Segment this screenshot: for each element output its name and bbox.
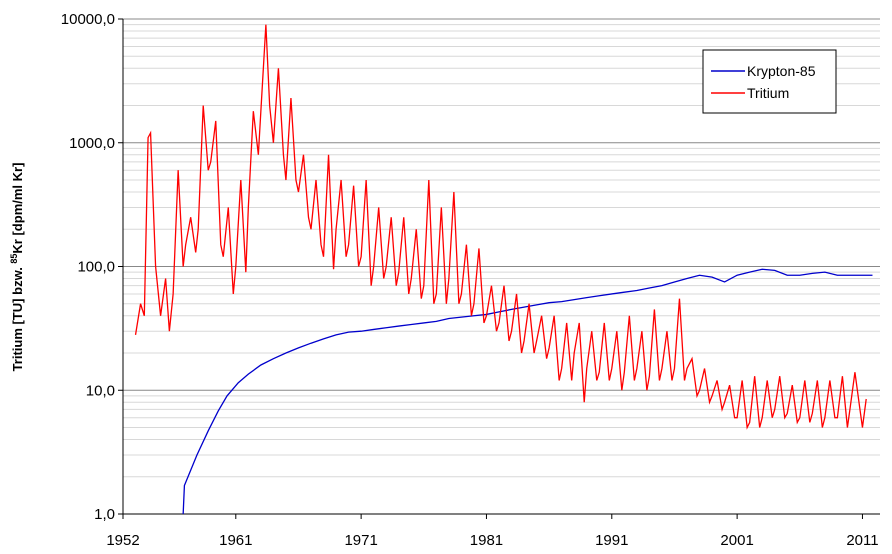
y-tick-label: 1000,0 [69,135,115,152]
y-title-part: Tritium [TU] bzw. [10,264,25,372]
legend-label: Krypton-85 [747,63,816,79]
series-line [182,268,873,515]
y-title-sup: 85 [9,254,19,264]
series-line [134,24,867,430]
x-tick-label: 1991 [595,532,628,549]
y-tick-label: 1,0 [94,506,115,523]
x-tick-label: 2011 [846,532,878,549]
x-tick-label: 2001 [720,532,753,549]
y-tick-label: 100,0 [77,259,115,276]
y-tick-label: 10,0 [86,382,115,399]
y-axis-title: Tritium [TU] bzw. 85Kr [dpm/ml Kr] [9,163,25,372]
x-tick-label: 1952 [106,532,139,549]
x-tick-label: 1961 [219,532,252,549]
legend: Krypton-85 Tritium [702,49,837,114]
legend-box [702,49,837,114]
y-tick-label: 10000,0 [61,11,115,28]
x-tick-label: 1971 [344,532,377,549]
x-tick-label: 1981 [470,532,503,549]
legend-label: Tritium [747,85,789,101]
y-title-part: Kr [dpm/ml Kr] [10,163,25,254]
